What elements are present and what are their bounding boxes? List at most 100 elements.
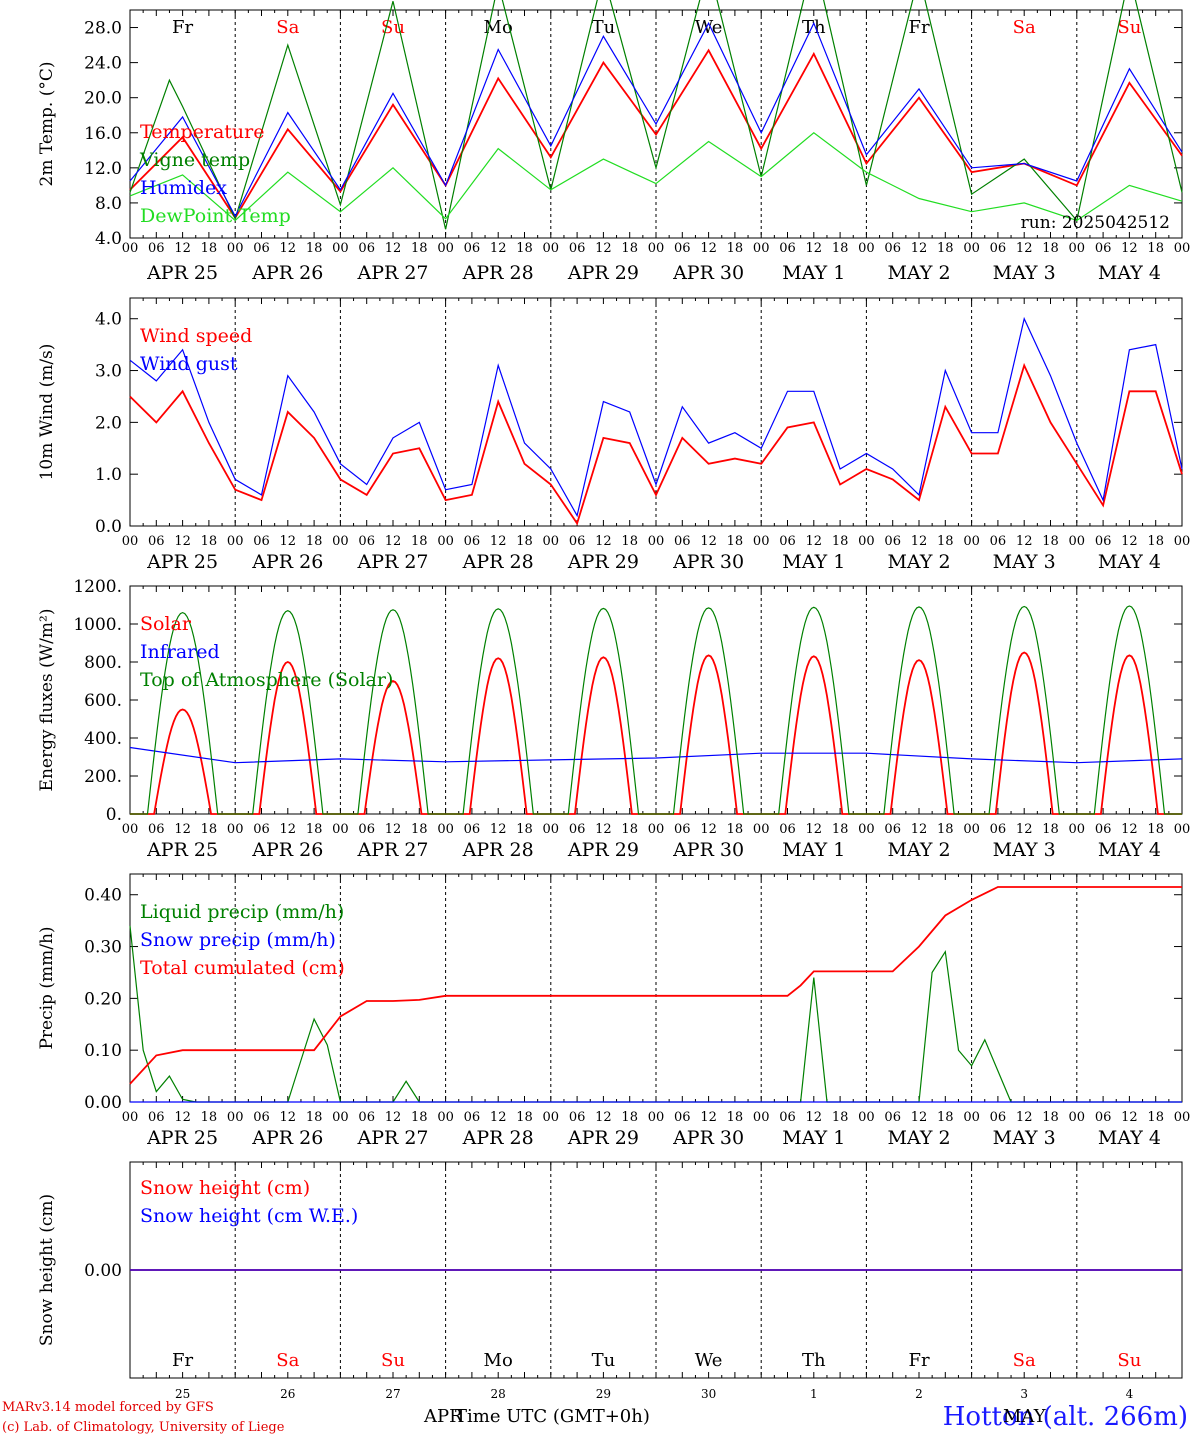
hour-tick-label: 18	[832, 1110, 849, 1125]
day-of-week: Su	[1117, 1350, 1141, 1371]
y-axis-label: Precip (mm/h)	[37, 926, 57, 1049]
hour-tick-label: 00	[963, 534, 980, 549]
hour-tick-label: 18	[1042, 1110, 1059, 1125]
hour-tick-label: 06	[884, 822, 901, 837]
hour-tick-label: 00	[227, 241, 244, 256]
hour-tick-label: 18	[937, 534, 954, 549]
hour-tick-label: 12	[385, 241, 402, 256]
hour-tick-label: 00	[437, 241, 454, 256]
y-tick-label: 400.	[84, 729, 122, 749]
hour-tick-label: 00	[963, 822, 980, 837]
day-label: APR 26	[251, 551, 323, 573]
hour-tick-label: 00	[858, 822, 875, 837]
day-label: MAY 3	[993, 1127, 1056, 1149]
hour-tick-label: 06	[358, 1110, 375, 1125]
hour-tick-label: 18	[1042, 241, 1059, 256]
y-tick-label: 600.	[84, 691, 122, 711]
hour-tick-label: 12	[490, 1110, 507, 1125]
y-tick-label: 3.0	[95, 362, 122, 382]
hour-tick-label: 06	[358, 241, 375, 256]
hour-tick-label: 06	[569, 534, 586, 549]
day-label: APR 25	[146, 1127, 218, 1149]
hour-tick-label: 18	[937, 1110, 954, 1125]
hour-tick-label: 18	[516, 534, 533, 549]
hour-tick-label: 00	[858, 241, 875, 256]
day-label: MAY 1	[782, 551, 845, 573]
hour-tick-label: 06	[148, 822, 165, 837]
hour-tick-label: 12	[490, 534, 507, 549]
y-tick-label: 0.20	[84, 989, 122, 1009]
date-number: 1	[810, 1387, 818, 1401]
y-tick-label: 2.0	[95, 413, 122, 433]
hour-tick-label: 18	[411, 822, 428, 837]
y-tick-label: 0.40	[84, 886, 122, 906]
hour-tick-label: 12	[1016, 241, 1033, 256]
day-of-week: Sa	[276, 17, 299, 38]
hour-tick-label: 00	[227, 822, 244, 837]
hour-tick-label: 00	[227, 1110, 244, 1125]
hour-tick-label: 12	[385, 1110, 402, 1125]
panel-3: 0. 200. 400. 600. 800. 1000. 1200. Energy fluxe…	[37, 577, 1190, 861]
hour-tick-label: 12	[174, 241, 191, 256]
day-label: MAY 1	[782, 839, 845, 861]
hour-tick-label: 18	[1042, 534, 1059, 549]
hour-tick-label: 06	[674, 241, 691, 256]
day-label: MAY 4	[1098, 839, 1161, 861]
hour-tick-label: 18	[937, 822, 954, 837]
station-label: Hotton (alt. 266m)	[942, 1402, 1188, 1432]
hour-tick-label: 12	[1121, 822, 1138, 837]
hour-tick-label: 00	[1069, 822, 1086, 837]
day-label: MAY 1	[782, 262, 845, 284]
hour-tick-label: 00	[1174, 534, 1191, 549]
day-label: APR 25	[146, 551, 218, 573]
date-number: 3	[1020, 1387, 1028, 1401]
hour-tick-label: 06	[674, 534, 691, 549]
day-label: MAY 3	[993, 839, 1056, 861]
hour-tick-label: 00	[1174, 1110, 1191, 1125]
date-number: 28	[491, 1387, 506, 1401]
hour-tick-label: 06	[253, 822, 270, 837]
hour-tick-label: 18	[727, 241, 744, 256]
date-number: 26	[280, 1387, 295, 1401]
panel-2: 0.0 1.0 2.0 3.0 4.0 10m Wind (m/s) 00 06 12 18 00 0…	[37, 297, 1191, 573]
day-of-week: Fr	[908, 17, 929, 38]
hour-tick-label: 06	[358, 822, 375, 837]
day-of-week: Tu	[592, 1350, 616, 1371]
hour-tick-label: 12	[911, 534, 928, 549]
hour-tick-label: 18	[727, 534, 744, 549]
day-label: APR 27	[356, 1127, 428, 1149]
hour-tick-label: 12	[700, 822, 717, 837]
legend-entry: Liquid precip (mm/h)	[140, 901, 344, 923]
y-tick-label: 200.	[84, 767, 122, 787]
hour-tick-label: 12	[1016, 534, 1033, 549]
hour-tick-label: 00	[1069, 1110, 1086, 1125]
hour-tick-label: 00	[753, 822, 770, 837]
y-tick-label: 800.	[84, 653, 122, 673]
hour-tick-label: 18	[306, 822, 323, 837]
day-of-week: Fr	[172, 1350, 193, 1371]
hour-tick-label: 00	[963, 1110, 980, 1125]
series-wind-speed	[129, 362, 1183, 526]
legend-entry: Snow height (cm W.E.)	[140, 1205, 358, 1227]
y-tick-label: 0.30	[84, 938, 122, 958]
day-of-week: Su	[1117, 17, 1141, 38]
hour-tick-label: 18	[621, 241, 638, 256]
hour-tick-label: 06	[779, 534, 796, 549]
day-label: APR 29	[567, 1127, 639, 1149]
run-annotation: run: 2025042512	[1021, 213, 1170, 233]
hour-tick-label: 18	[832, 822, 849, 837]
hour-tick-label: 00	[543, 241, 560, 256]
hour-tick-label: 00	[122, 241, 139, 256]
hour-tick-label: 12	[385, 534, 402, 549]
hour-tick-label: 00	[1069, 534, 1086, 549]
panel-5: 0.00 Snow height (cm) Snow height (cm) Snow…	[37, 1161, 1183, 1401]
day-label: APR 30	[672, 262, 744, 284]
series-total-cumulated-cm	[129, 886, 1182, 1085]
series-top-of-atmosphere-solar	[130, 605, 1182, 815]
hour-tick-label: 00	[437, 822, 454, 837]
date-number: 27	[385, 1387, 400, 1401]
legend-entry: Temperature	[140, 121, 264, 143]
day-label: APR 26	[251, 839, 323, 861]
hour-tick-label: 00	[858, 1110, 875, 1125]
day-label: MAY 1	[782, 1127, 845, 1149]
